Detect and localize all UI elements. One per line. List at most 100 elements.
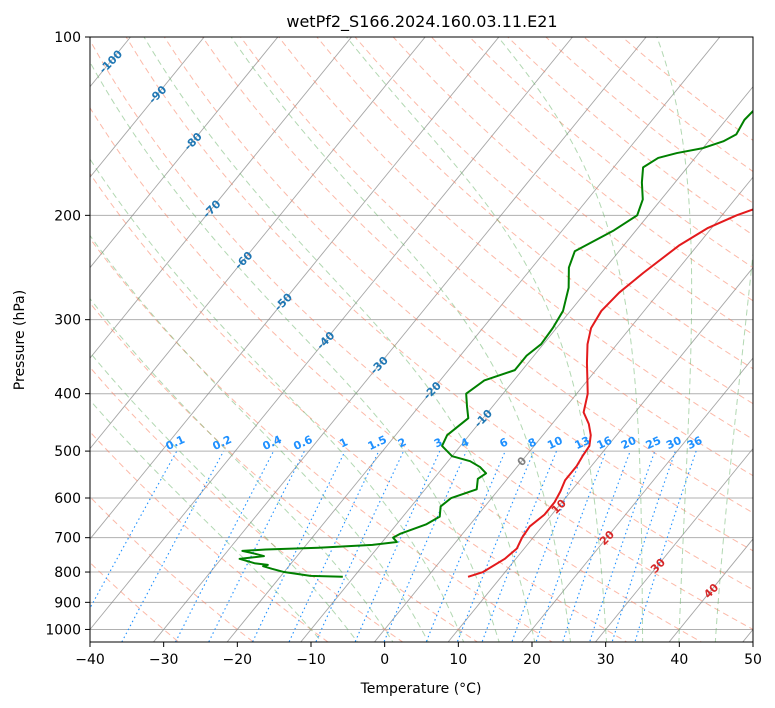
moist-adiabat [90,234,429,642]
mixing-ratio-line [634,450,697,642]
isotherm-label: -40 [314,329,337,352]
pressure-gridlines [90,37,753,630]
mixing-ratio-line [511,450,585,642]
moist-adiabat [345,37,608,642]
isotherm-label: -90 [146,83,169,106]
isotherm-line [90,37,426,450]
y-tick-label: 200 [54,208,81,224]
isotherm-label: -20 [421,379,444,402]
isotherm-line [152,37,647,642]
moist-adiabat [497,37,644,642]
x-axis-ticks: −40 −30 −20 −10 0 10 20 30 40 50 [75,642,762,668]
chart-title: wetPf2_S166.2024.160.03.11.E21 [286,12,557,32]
moist-adiabat [656,37,693,642]
isotherm-line [668,538,753,642]
isotherm-line [594,447,753,642]
mixing-ratio-label: 10 [545,434,565,452]
moist-adiabat [90,351,359,642]
mixing-ratio-line [611,450,676,642]
mixing-ratio-line [456,450,535,642]
mixing-ratio-label: 0.6 [291,433,314,453]
mixing-ratio-label: 4 [459,435,472,450]
isotherm-label: -70 [200,197,223,220]
isotherm-label: 20 [597,528,617,548]
mixing-ratio-line [251,450,346,642]
x-tick-label: 50 [744,652,762,668]
y-tick-label: 300 [54,313,81,329]
moist-adiabat [230,37,572,642]
isotherm-label: -10 [472,407,495,430]
moist-adiabat [90,158,465,642]
dry-adiabat [163,37,753,552]
isotherm-label: -50 [272,290,295,313]
mixing-ratio-line [481,450,557,642]
isotherm-label: 30 [648,556,668,576]
isotherm-line [226,37,721,642]
y-tick-label: 400 [54,387,81,403]
isotherm-line [300,86,753,642]
mixing-ratio-line [208,450,305,642]
isotherm-line [447,266,753,642]
dry-adiabat [90,106,703,642]
x-tick-label: −40 [75,652,105,668]
plot-area: -100-90-80-70-60-50-40-30-20-10010203040… [0,10,753,654]
isotherm-line [0,10,5,654]
dry-adiabat [90,172,628,642]
y-tick-label: 1000 [45,622,81,638]
y-axis-ticks: 100 200 300 400 500 600 700 800 900 1000 [45,30,90,638]
dry-adiabat [392,37,753,336]
dry-adiabat [278,37,753,440]
mixing-ratio-line [90,450,178,610]
temperature-profile [467,208,753,578]
isotherm-label: -100 [97,47,126,76]
mixing-ratio-line [288,450,380,642]
dry-adiabat [621,37,753,142]
dry-adiabat [90,496,255,642]
isotherm-label: 10 [549,497,569,517]
isotherm-line [90,37,205,178]
mixing-ratio-line [315,450,405,642]
mixing-ratio-label: 0.1 [164,433,187,453]
isotherm-line [742,628,753,642]
mixing-ratio-label: 0.4 [261,433,284,453]
isotherm-line [521,357,753,642]
y-tick-label: 500 [54,444,81,460]
mixing-ratio-line [121,450,225,642]
dry-adiabat [507,37,753,236]
y-axis-title: Pressure (hPa) [12,290,28,390]
isotherm-label: 40 [701,581,721,601]
sounding-profiles [238,109,753,578]
dry-adiabat [90,39,753,631]
isotherm-label: -80 [182,130,205,153]
isotherm-line [90,37,500,540]
isotherm-line [373,176,753,642]
x-tick-label: −30 [149,652,179,668]
isotherm-lines [0,10,753,654]
dry-adiabat [430,37,753,302]
mixing-ratio-labels: 0.1 0.2 0.4 0.6 1 1.5 2 3 4 6 8 10 13 16 20 25 30 36 [164,433,705,453]
isotherm-label: -60 [232,249,255,272]
mixing-ratio-label: 36 [685,434,705,452]
mixing-ratio-label: 1.5 [366,433,389,453]
dry-adiabat-lines [90,37,753,642]
x-tick-label: 0 [380,652,389,668]
moist-adiabat [90,399,323,642]
mixing-ratio-label: 30 [664,434,684,452]
isotherm-line [90,37,279,269]
mixing-ratio-label: 13 [573,434,592,452]
moist-adiabat [90,297,394,642]
dry-adiabat [316,37,753,405]
moist-adiabat-lines [90,37,753,642]
moist-adiabat [143,37,536,642]
y-tick-label: 900 [54,595,81,611]
y-tick-label: 800 [54,565,81,581]
dry-adiabat [90,237,554,642]
mixing-ratio-line [354,450,441,642]
y-tick-label: 600 [54,491,81,507]
isotherm-line [90,37,353,359]
mixing-ratio-line [535,450,607,642]
dry-adiabat [90,561,180,642]
mixing-ratio-label: 2 [396,435,408,450]
x-tick-label: −10 [296,652,326,668]
